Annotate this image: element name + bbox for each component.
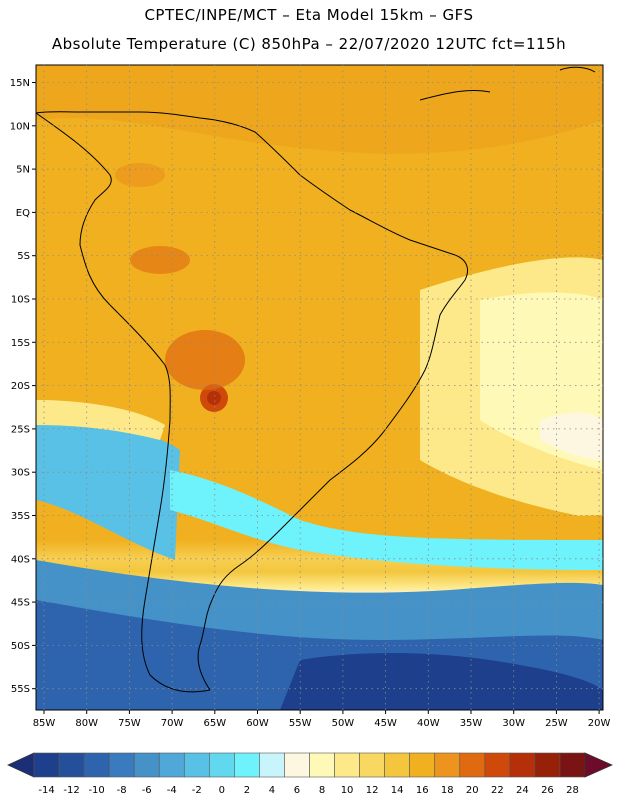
longitude-labels: 85W 80W 75W 70W 65W 60W 55W 50W 45W 40W 35W 30W 25W 2… (33, 718, 611, 729)
colorbar-swatch (33, 752, 60, 778)
map-title-line2: Absolute Temperature (C) 850hPa – 22/07/… (51, 35, 567, 53)
latitude-label: 5S (17, 251, 30, 262)
temperature-field (36, 65, 603, 710)
longitude-label: 25W (545, 718, 568, 729)
colorbar-label: 8 (319, 785, 325, 796)
longitude-label: 40W (417, 718, 440, 729)
colorbar-label: 6 (294, 785, 300, 796)
colorbar: -14 -12 -10 -8 -6 -4 -2 0 2 4 6 8 10 12 14 16 18 20 22 24 26… (7, 752, 613, 796)
colorbar-label: 0 (219, 785, 225, 796)
colorbar-label: -6 (142, 785, 152, 796)
colorbar-label: 28 (566, 785, 579, 796)
colorbar-swatch (459, 752, 486, 778)
longitude-label: 75W (118, 718, 141, 729)
colorbar-label: 26 (541, 785, 554, 796)
latitude-labels: 15N 10N 5N EQ 5S 10S 15S 20S 25S 30S 35S 40S 45S 50S 5… (10, 78, 30, 695)
colorbar-swatch (58, 752, 85, 778)
longitude-label: 65W (203, 718, 226, 729)
map-frame (35, 64, 604, 711)
map-title-line1: CPTEC/INPE/MCT – Eta Model 15km – GFS (144, 6, 474, 24)
coastlines (36, 66, 596, 693)
colorbar-swatch (359, 752, 385, 778)
longitude-label: 70W (161, 718, 184, 729)
longitude-label: 30W (502, 718, 525, 729)
colorbar-label: 16 (416, 785, 429, 796)
graticule (32, 65, 603, 714)
latitude-label: 35S (11, 511, 30, 522)
colorbar-swatch (83, 752, 110, 778)
latitude-label: 15N (10, 78, 30, 89)
colorbar-swatch (183, 752, 210, 778)
longitude-label: 80W (75, 718, 98, 729)
colorbar-label: -10 (88, 785, 104, 796)
colorbar-swatch (559, 752, 586, 778)
latitude-label: 20S (11, 381, 30, 392)
colorbar-label: 4 (269, 785, 275, 796)
colorbar-label: -2 (192, 785, 202, 796)
colorbar-swatch (534, 752, 561, 778)
latitude-label: 15S (11, 338, 30, 349)
colorbar-label: 14 (391, 785, 404, 796)
latitude-label: 55S (11, 684, 30, 695)
colorbar-label: 18 (441, 785, 454, 796)
latitude-label: 50S (11, 641, 30, 652)
colorbar-swatch (309, 752, 335, 778)
colorbar-swatch (284, 752, 310, 778)
colorbar-low-arrow (7, 752, 35, 778)
latitude-label: 45S (11, 598, 30, 609)
colorbar-label: 12 (366, 785, 379, 796)
longitude-label: 60W (246, 718, 269, 729)
colorbar-swatch (384, 752, 410, 778)
colorbar-swatch (409, 752, 436, 778)
longitude-label: 85W (33, 718, 56, 729)
colorbar-label: 24 (516, 785, 529, 796)
latitude-label: EQ (16, 208, 30, 219)
colorbar-label: 22 (491, 785, 504, 796)
colorbar-label: -4 (167, 785, 177, 796)
latitude-label: 30S (11, 468, 30, 479)
latitude-label: 10N (10, 121, 30, 132)
colorbar-label: 2 (244, 785, 250, 796)
colorbar-label: 10 (341, 785, 354, 796)
longitude-label: 20W (588, 718, 611, 729)
latitude-label: 5N (16, 165, 30, 176)
colorbar-label: 20 (466, 785, 479, 796)
latitude-label: 25S (11, 424, 30, 435)
latitude-label: 40S (11, 554, 30, 565)
colorbar-swatch (158, 752, 185, 778)
colorbar-swatch (484, 752, 511, 778)
longitude-label: 55W (289, 718, 312, 729)
longitude-label: 35W (460, 718, 483, 729)
colorbar-high-arrow (584, 752, 613, 778)
longitude-label: 45W (374, 718, 397, 729)
colorbar-swatch (133, 752, 160, 778)
colorbar-swatch (259, 752, 285, 778)
longitude-label: 50W (332, 718, 355, 729)
colorbar-swatch (334, 752, 360, 778)
colorbar-label: -14 (38, 785, 54, 796)
colorbar-label: -8 (117, 785, 127, 796)
colorbar-swatch (108, 752, 135, 778)
colorbar-swatch (509, 752, 536, 778)
colorbar-swatch (234, 752, 260, 778)
latitude-label: 10S (11, 295, 30, 306)
colorbar-swatch (209, 752, 235, 778)
colorbar-label: -12 (63, 785, 79, 796)
colorbar-swatch (434, 752, 461, 778)
